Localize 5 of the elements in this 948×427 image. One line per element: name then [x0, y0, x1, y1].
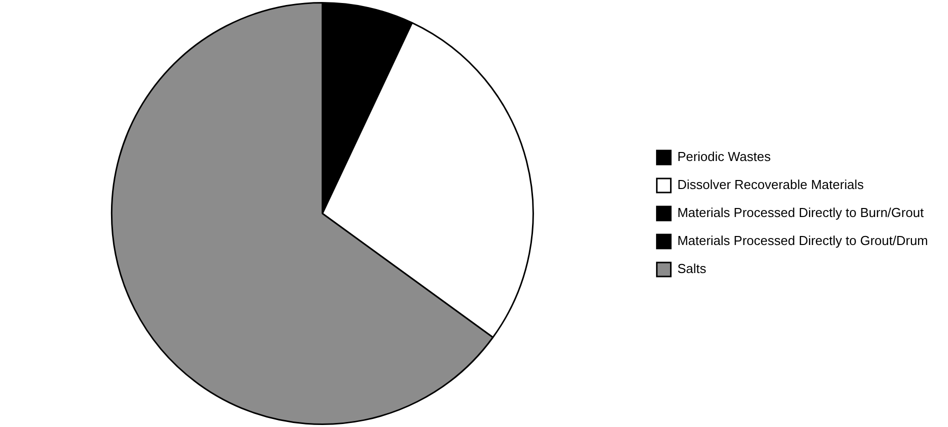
- legend-label: Dissolver Recoverable Materials: [677, 177, 864, 192]
- legend-label: Materials Processed Directly to Burn/Grout: [677, 205, 924, 220]
- legend-label: Salts: [677, 261, 707, 276]
- legend-label: Periodic Wastes: [677, 149, 772, 164]
- legend-label: Materials Processed Directly to Grout/Drum: [677, 233, 928, 248]
